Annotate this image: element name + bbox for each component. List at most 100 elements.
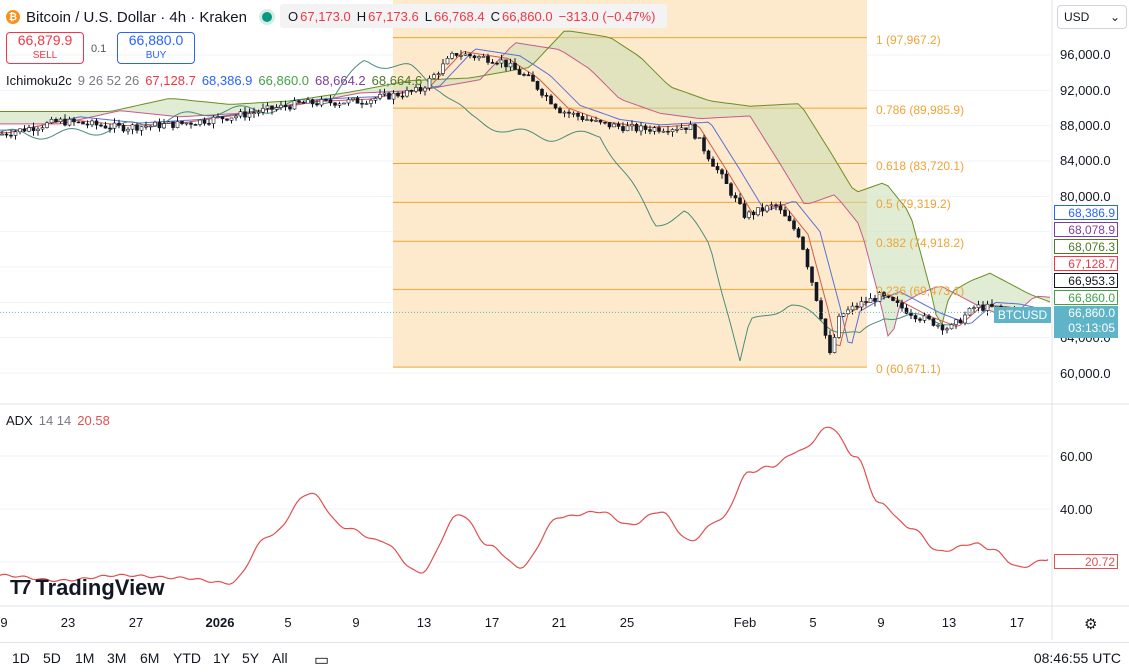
candle-body — [823, 318, 828, 336]
price-tick: 80,000.0 — [1060, 189, 1111, 204]
candle-body — [76, 121, 81, 124]
candle-body — [180, 121, 184, 124]
candle-body — [481, 56, 486, 58]
candle-body — [265, 105, 270, 109]
candle-body — [94, 120, 99, 126]
symbol-title[interactable]: Bitcoin / U.S. Dollar · 4h · Kraken — [26, 8, 247, 26]
candle-body — [837, 315, 841, 338]
candle-body — [747, 211, 751, 218]
candle-body — [207, 123, 211, 125]
time-tick: Feb — [733, 615, 757, 630]
buy-button[interactable]: 66,880.0 BUY — [117, 32, 195, 64]
price-tag-base: 68,386.9 — [1054, 205, 1118, 220]
candle-body — [373, 98, 378, 101]
candle-body — [369, 99, 373, 104]
candle-body — [531, 74, 535, 82]
candle-body — [787, 215, 792, 222]
change-value: −313.0 (−0.47%) — [558, 8, 656, 24]
candle-body — [504, 59, 508, 68]
candle-body — [427, 78, 432, 89]
candle-body — [576, 112, 580, 117]
candle-body — [652, 127, 657, 132]
candle-body — [850, 305, 855, 311]
candle-body — [279, 104, 283, 108]
timeframe-1m-button[interactable]: 1M — [75, 650, 95, 666]
bottom-toolbar — [0, 642, 1129, 672]
timeframe-1y-button[interactable]: 1Y — [213, 650, 231, 666]
candle-body — [261, 108, 265, 113]
candle-body — [616, 123, 621, 127]
candle-body — [814, 282, 819, 301]
utc-clock[interactable]: 08:46:55 UTC — [1033, 650, 1121, 666]
candle-body — [454, 52, 459, 56]
date-range-icon[interactable]: ▭ — [314, 652, 330, 669]
candle-body — [139, 126, 144, 131]
chart-canvas[interactable] — [0, 0, 1129, 640]
candle-body — [526, 74, 531, 77]
timeframe-1d-button[interactable]: 1D — [12, 650, 30, 666]
candle-body — [198, 119, 202, 125]
candle-body — [891, 296, 895, 301]
candle-body — [751, 211, 756, 216]
time-tick: 9 — [0, 615, 8, 630]
candle-body — [832, 337, 837, 353]
symbol-header[interactable]: ₿ Bitcoin / U.S. Dollar · 4h · Kraken — [6, 6, 275, 28]
open-label: O — [288, 8, 299, 24]
candle-body — [364, 103, 369, 105]
candle-body — [972, 307, 976, 309]
candle-body — [553, 103, 558, 109]
candle-body — [607, 122, 612, 128]
candle-body — [153, 121, 157, 127]
candle-body — [634, 124, 639, 132]
timeframe-5y-button[interactable]: 5Y — [242, 650, 260, 666]
candle-body — [877, 292, 882, 302]
candle-body — [108, 127, 112, 130]
candle-body — [846, 309, 850, 314]
candle-body — [706, 150, 711, 160]
time-tick: 5 — [809, 615, 817, 630]
adx-legend[interactable]: ADX 14 14 20.58 — [6, 413, 110, 428]
timeframe-3m-button[interactable]: 3M — [107, 650, 127, 666]
candle-body — [58, 118, 63, 122]
time-tick: 2026 — [205, 615, 235, 630]
candle-body — [819, 300, 823, 320]
candle-body — [346, 99, 351, 104]
candle-body — [319, 99, 324, 106]
gear-icon[interactable]: ⚙ — [1084, 616, 1098, 633]
candle-body — [679, 127, 684, 130]
candle-body — [697, 137, 702, 139]
ichimoku-legend[interactable]: Ichimoku2c 9 26 52 26 67,128.7 68,386.9 … — [6, 73, 422, 88]
candle-body — [414, 87, 418, 92]
candle-body — [918, 318, 922, 321]
bitcoin-icon: ₿ — [6, 10, 20, 24]
candle-body — [468, 53, 472, 57]
fib-level-label: 0.382 (74,918.2) — [876, 236, 965, 250]
candle-body — [117, 122, 121, 126]
timeframe-ytd-button[interactable]: YTD — [173, 650, 201, 666]
low-label: L — [424, 8, 432, 24]
candle-body — [630, 124, 634, 127]
candle-body — [963, 314, 967, 324]
candle-body — [639, 125, 643, 132]
sell-button[interactable]: 66,879.9 SELL — [6, 32, 84, 64]
candle-body — [558, 107, 562, 114]
timeframe-5d-button[interactable]: 5D — [43, 650, 61, 666]
timeframe-6m-button[interactable]: 6M — [140, 650, 160, 666]
candle-body — [324, 99, 328, 101]
timeframe-all-button[interactable]: All — [272, 650, 288, 666]
candle-body — [220, 116, 225, 120]
candle-body — [486, 56, 490, 63]
candle-body — [310, 99, 315, 105]
candle-body — [904, 307, 909, 314]
candle-body — [49, 119, 54, 124]
currency-select[interactable]: USD ⌄ — [1057, 5, 1127, 29]
candle-body — [225, 118, 229, 121]
ichimoku-params: 9 26 52 26 — [77, 73, 140, 88]
candle-body — [18, 128, 22, 133]
candle-body — [274, 107, 279, 110]
candle-body — [598, 120, 603, 123]
candle-body — [27, 127, 31, 132]
tradingview-logo[interactable]: T7 TradingView — [10, 575, 165, 600]
candle-body — [45, 122, 49, 128]
candle-body — [540, 89, 544, 96]
